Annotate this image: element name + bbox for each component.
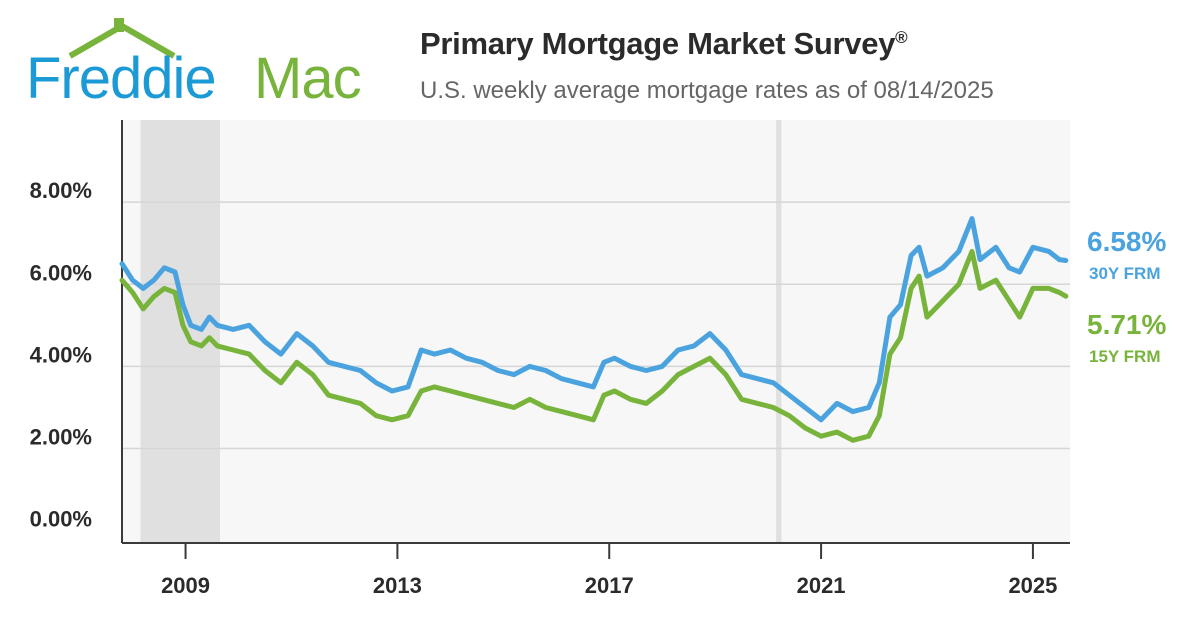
registered-mark: ® — [895, 28, 908, 47]
x-tick-label: 2021 — [797, 573, 846, 598]
end-series-label: 15Y FRM — [1089, 347, 1161, 366]
x-tick-label: 2025 — [1008, 573, 1057, 598]
recession-band — [776, 120, 782, 543]
logo-word-freddie: Freddie — [26, 46, 216, 106]
y-tick-label: 2.00% — [30, 425, 92, 450]
y-tick-label: 0.00% — [30, 507, 92, 532]
x-tick-label: 2017 — [585, 573, 634, 598]
chart-subtitle: U.S. weekly average mortgage rates as of… — [420, 77, 994, 104]
y-tick-label: 4.00% — [30, 342, 92, 367]
series-line-15y-frm — [119, 248, 1069, 443]
recession-band — [140, 120, 220, 543]
logo-word-mac: Mac — [254, 46, 361, 106]
y-tick-label: 6.00% — [30, 260, 92, 285]
house-roof-icon — [68, 18, 176, 59]
x-tick-label: 2013 — [373, 573, 422, 598]
y-tick-label: 8.00% — [30, 178, 92, 203]
freddie-mac-logo: Freddie Mac — [22, 14, 382, 106]
series-line-30y-frm — [119, 216, 1069, 423]
end-series-label: 30Y FRM — [1089, 264, 1161, 283]
plot-background — [122, 120, 1070, 543]
end-value-label: 5.71% — [1087, 309, 1166, 340]
end-value-label: 6.58% — [1087, 226, 1166, 257]
x-tick-label: 2009 — [161, 573, 210, 598]
chart-title: Primary Mortgage Market Survey® — [420, 26, 908, 61]
